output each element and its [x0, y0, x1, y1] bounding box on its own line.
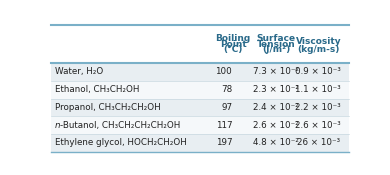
- Text: Viscosity: Viscosity: [296, 37, 341, 46]
- Text: -Butanol, CH₃CH₂CH₂CH₂OH: -Butanol, CH₃CH₂CH₂CH₂OH: [60, 121, 181, 130]
- Text: 2.3 × 10⁻²: 2.3 × 10⁻²: [253, 85, 299, 94]
- Text: 2.6 × 10⁻³: 2.6 × 10⁻³: [296, 121, 341, 130]
- Text: Ethanol, CH₃CH₂OH: Ethanol, CH₃CH₂OH: [55, 85, 139, 94]
- Bar: [51, 25, 349, 63]
- Text: 100: 100: [215, 67, 232, 76]
- Text: 2.4 × 10⁻²: 2.4 × 10⁻²: [253, 103, 299, 112]
- Text: 1.1 × 10⁻³: 1.1 × 10⁻³: [296, 85, 341, 94]
- Bar: [51, 99, 349, 116]
- Bar: [51, 116, 349, 134]
- Text: 2.6 × 10⁻²: 2.6 × 10⁻²: [253, 121, 299, 130]
- Text: 0.9 × 10⁻³: 0.9 × 10⁻³: [295, 67, 341, 76]
- Bar: [51, 81, 349, 99]
- Text: Propanol, CH₃CH₂CH₂OH: Propanol, CH₃CH₂CH₂OH: [55, 103, 161, 112]
- Text: Boiling: Boiling: [216, 34, 251, 43]
- Text: Ethylene glycol, HOCH₂CH₂OH: Ethylene glycol, HOCH₂CH₂OH: [55, 138, 187, 147]
- Text: Point: Point: [220, 40, 246, 48]
- Text: 7.3 × 10⁻²: 7.3 × 10⁻²: [253, 67, 299, 76]
- Text: 197: 197: [216, 138, 232, 147]
- Bar: [51, 134, 349, 152]
- Text: 2.2 × 10⁻³: 2.2 × 10⁻³: [296, 103, 341, 112]
- Text: (°C): (°C): [223, 45, 243, 54]
- Text: Tension: Tension: [257, 40, 295, 48]
- Text: 78: 78: [221, 85, 232, 94]
- Text: Water, H₂O: Water, H₂O: [55, 67, 103, 76]
- Text: n: n: [55, 121, 60, 130]
- Text: 117: 117: [216, 121, 232, 130]
- Text: Surface: Surface: [257, 34, 296, 43]
- Text: 26 × 10⁻³: 26 × 10⁻³: [297, 138, 340, 147]
- Text: 4.8 × 10⁻²: 4.8 × 10⁻²: [253, 138, 299, 147]
- Text: (kg/m-s): (kg/m-s): [297, 45, 340, 54]
- Text: 97: 97: [221, 103, 232, 112]
- Text: (J/m²): (J/m²): [262, 45, 290, 54]
- Bar: [51, 63, 349, 81]
